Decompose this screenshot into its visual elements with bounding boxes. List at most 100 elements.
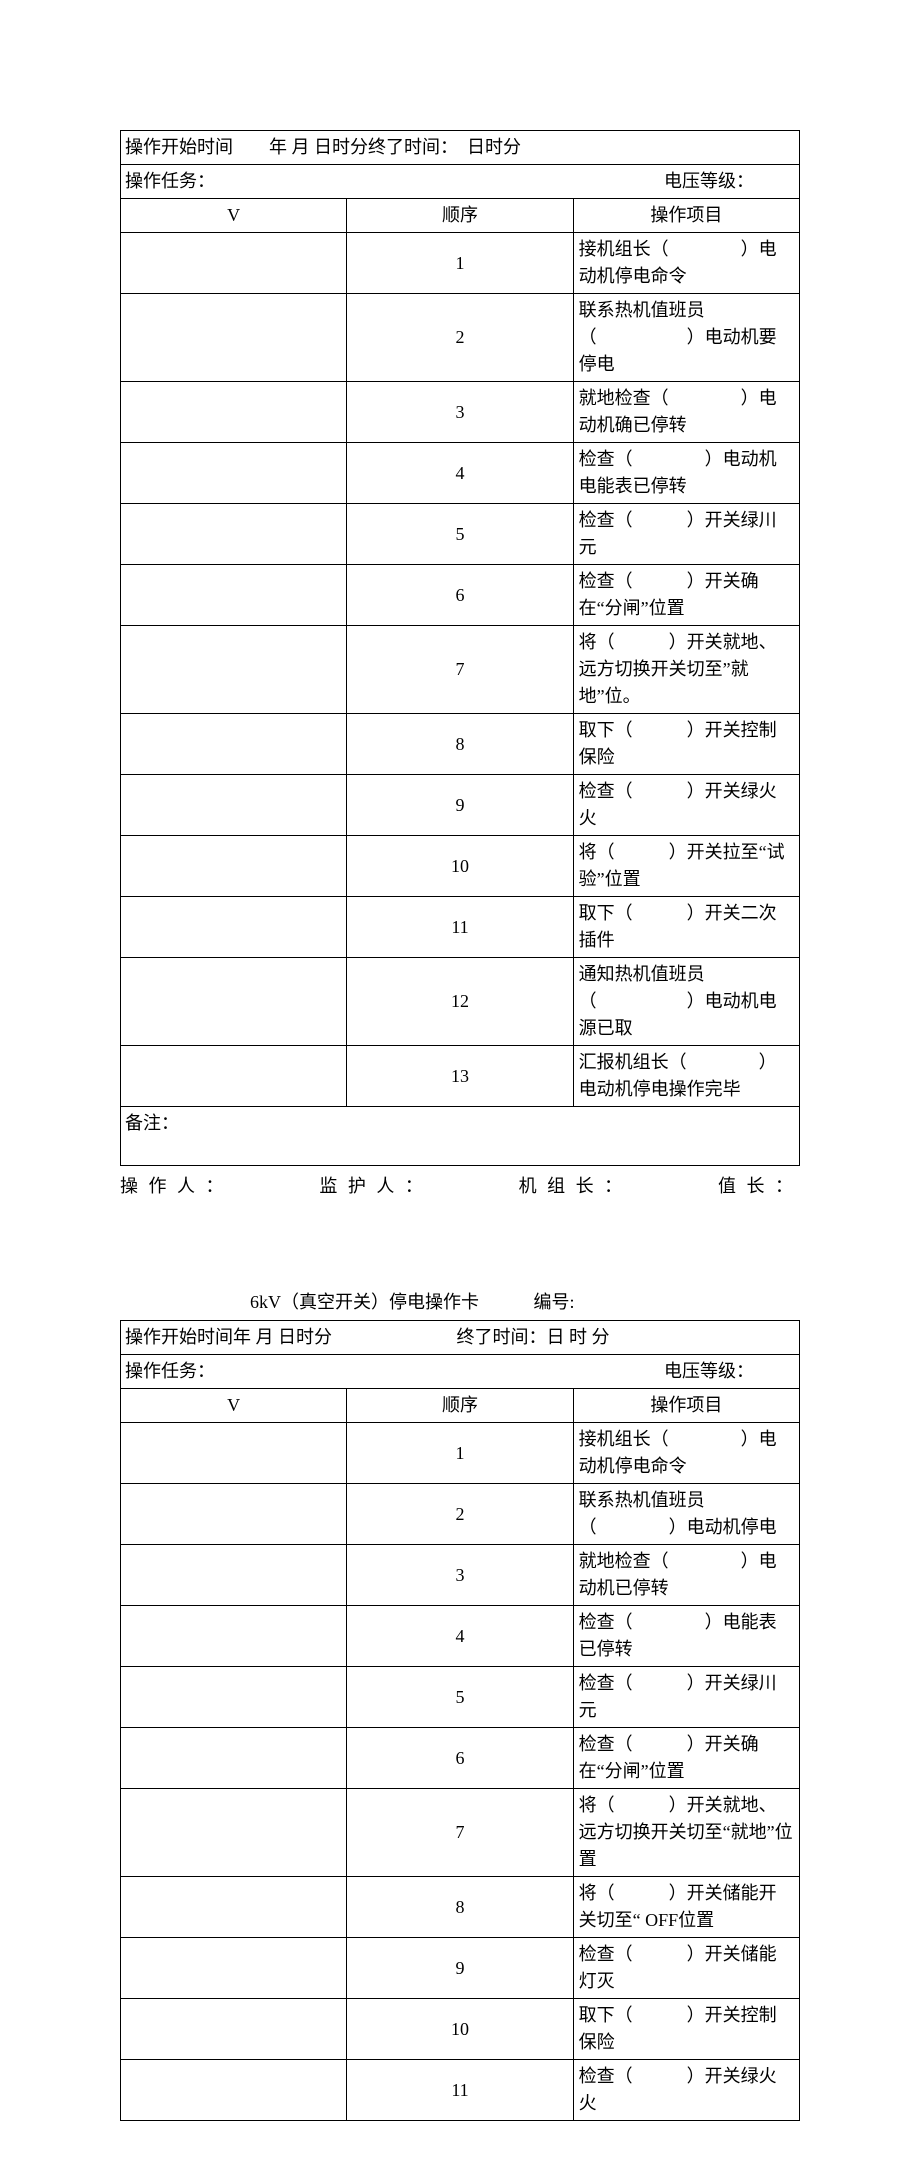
seq-cell: 1 <box>347 1423 573 1484</box>
check-cell <box>121 1938 347 1999</box>
leader-label: 机 组 长 ： <box>519 1172 626 1198</box>
col-seq-header: 顺序 <box>347 199 573 233</box>
table-row: 11取下（ ）开关二次插件 <box>121 897 800 958</box>
table-row: 10将（ ）开关拉至“试验”位置 <box>121 836 800 897</box>
check-cell <box>121 1484 347 1545</box>
col-item-header-2: 操作项目 <box>573 1389 799 1423</box>
seq-cell: 11 <box>347 897 573 958</box>
item-cell: 将（ ）开关储能开关切至“ OFF位置 <box>573 1877 799 1938</box>
item-cell: 接机组长（ ）电动机停电命令 <box>573 233 799 294</box>
item-cell: 将（ ）开关拉至“试验”位置 <box>573 836 799 897</box>
table-row: 9检查（ ）开关储能灯灭 <box>121 1938 800 1999</box>
col-v-header-2: V <box>121 1389 347 1423</box>
time-start-2: 操作开始时间年 月 日时分 <box>125 1327 332 1347</box>
table-row: 8取下（ ）开关控制保险 <box>121 714 800 775</box>
time-row: 操作开始时间 年 月 日时分终了时间： 日时分 <box>121 131 800 165</box>
supervisor-label: 监 护 人 ： <box>319 1172 426 1198</box>
check-cell <box>121 504 347 565</box>
check-cell <box>121 1046 347 1107</box>
seq-cell: 2 <box>347 1484 573 1545</box>
check-cell <box>121 294 347 382</box>
item-cell: 取下（ ）开关二次插件 <box>573 897 799 958</box>
table-row: 8将（ ）开关储能开关切至“ OFF位置 <box>121 1877 800 1938</box>
table-row: 9检查（ ）开关绿火火 <box>121 775 800 836</box>
task-label-2: 操作任务： <box>125 1358 215 1385</box>
check-cell <box>121 714 347 775</box>
table-row: 7将（ ）开关就地、远方切换开关切至“就地”位置 <box>121 1789 800 1877</box>
voltage-label-2: 电压等级： <box>664 1358 794 1385</box>
seq-cell: 1 <box>347 233 573 294</box>
table-row: 12通知热机值班员（ ）电动机电源已取 <box>121 958 800 1046</box>
seq-cell: 5 <box>347 504 573 565</box>
seq-cell: 6 <box>347 565 573 626</box>
table-row: 3就地检查（ ）电动机确已停转 <box>121 382 800 443</box>
task-cell-2: 操作任务： 电压等级： <box>121 1355 800 1389</box>
table-row: 1接机组长（ ）电动机停电命令 <box>121 1423 800 1484</box>
table2-number-label: 编号: <box>484 1292 575 1312</box>
header-row-2: V 顺序 操作项目 <box>121 1389 800 1423</box>
table-row: 5检查（ ）开关绿川元 <box>121 504 800 565</box>
check-cell <box>121 1877 347 1938</box>
signers-line: 操 作 人 ： 监 护 人 ： 机 组 长 ： 值 长 ： <box>120 1172 800 1198</box>
seq-cell: 13 <box>347 1046 573 1107</box>
notes-cell: 备注： <box>121 1107 800 1166</box>
check-cell <box>121 1789 347 1877</box>
item-cell: 通知热机值班员（ ）电动机电源已取 <box>573 958 799 1046</box>
table-row: 6检查（ ）开关确在“分闸”位置 <box>121 565 800 626</box>
seq-cell: 11 <box>347 2060 573 2121</box>
item-cell: 检查（ ）电能表已停转 <box>573 1606 799 1667</box>
seq-cell: 5 <box>347 1667 573 1728</box>
item-cell: 检查（ ）开关绿川元 <box>573 504 799 565</box>
item-cell: 检查（ ）开关储能灯灭 <box>573 1938 799 1999</box>
item-cell: 检查（ ）电动机电能表已停转 <box>573 443 799 504</box>
seq-cell: 7 <box>347 1789 573 1877</box>
seq-cell: 6 <box>347 1728 573 1789</box>
seq-cell: 10 <box>347 836 573 897</box>
table-row: 6检查（ ）开关确在“分闸”位置 <box>121 1728 800 1789</box>
item-cell: 接机组长（ ）电动机停电命令 <box>573 1423 799 1484</box>
check-cell <box>121 897 347 958</box>
operation-table-2: 操作开始时间年 月 日时分 终了时间：日 时 分 操作任务： 电压等级： V 顺… <box>120 1320 800 2121</box>
col-seq-header-2: 顺序 <box>347 1389 573 1423</box>
check-cell <box>121 775 347 836</box>
seq-cell: 7 <box>347 626 573 714</box>
table2-title-line: 6kV（真空开关）停电操作卡 编号: <box>120 1288 800 1314</box>
task-row: 操作任务： 电压等级： <box>121 165 800 199</box>
seq-cell: 4 <box>347 443 573 504</box>
seq-cell: 2 <box>347 294 573 382</box>
table-row: 2联系热机值班员（ ）电动机要停电 <box>121 294 800 382</box>
check-cell <box>121 1423 347 1484</box>
table-row: 2联系热机值班员（ ）电动机停电 <box>121 1484 800 1545</box>
voltage-label: 电压等级： <box>664 168 794 195</box>
check-cell <box>121 1667 347 1728</box>
seq-cell: 4 <box>347 1606 573 1667</box>
check-cell <box>121 2060 347 2121</box>
item-cell: 取下（ ）开关控制保险 <box>573 714 799 775</box>
chief-label: 值 长 ： <box>718 1172 796 1198</box>
item-cell: 联系热机值班员（ ）电动机停电 <box>573 1484 799 1545</box>
seq-cell: 9 <box>347 1938 573 1999</box>
item-cell: 汇报机组长（ ）电动机停电操作完毕 <box>573 1046 799 1107</box>
time-cell: 操作开始时间 年 月 日时分终了时间： 日时分 <box>121 131 800 165</box>
table-row: 11检查（ ）开关绿火火 <box>121 2060 800 2121</box>
check-cell <box>121 1545 347 1606</box>
item-cell: 检查（ ）开关绿火火 <box>573 775 799 836</box>
time-row-2: 操作开始时间年 月 日时分 终了时间：日 时 分 <box>121 1321 800 1355</box>
task-cell: 操作任务： 电压等级： <box>121 165 800 199</box>
seq-cell: 3 <box>347 382 573 443</box>
notes-row: 备注： <box>121 1107 800 1166</box>
task-label: 操作任务： <box>125 168 215 195</box>
item-cell: 联系热机值班员（ ）电动机要停电 <box>573 294 799 382</box>
table2-title: 6kV（真空开关）停电操作卡 <box>250 1292 479 1312</box>
task-row-2: 操作任务： 电压等级： <box>121 1355 800 1389</box>
seq-cell: 8 <box>347 1877 573 1938</box>
col-item-header: 操作项目 <box>573 199 799 233</box>
table-row: 1接机组长（ ）电动机停电命令 <box>121 233 800 294</box>
check-cell <box>121 1606 347 1667</box>
item-cell: 就地检查（ ）电动机已停转 <box>573 1545 799 1606</box>
seq-cell: 3 <box>347 1545 573 1606</box>
table-row: 4检查（ ）电动机电能表已停转 <box>121 443 800 504</box>
check-cell <box>121 443 347 504</box>
check-cell <box>121 626 347 714</box>
item-cell: 检查（ ）开关确在“分闸”位置 <box>573 1728 799 1789</box>
